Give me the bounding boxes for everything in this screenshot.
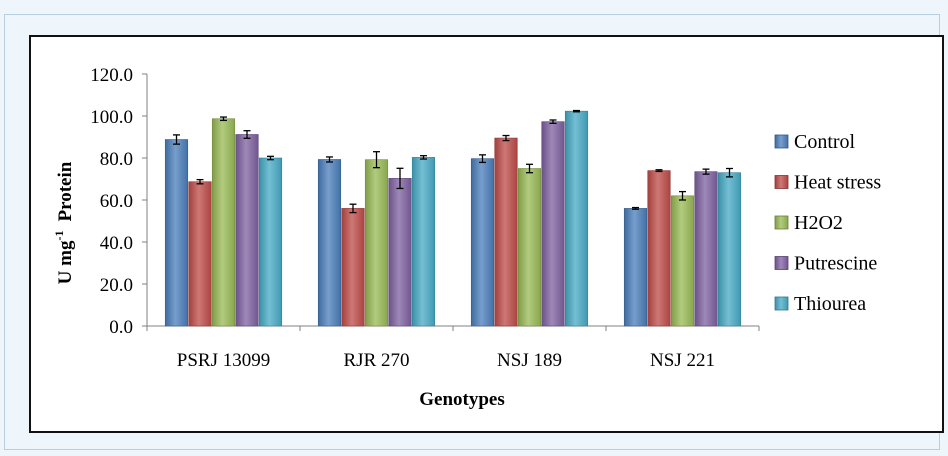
bars (164, 110, 742, 327)
bar (470, 158, 495, 327)
bar (364, 159, 389, 327)
y-axis-title-superscript: -1 (52, 231, 66, 241)
y-tick-label: 20.0 (100, 275, 133, 296)
bar (258, 157, 283, 327)
x-axis-title: Genotypes (419, 389, 505, 410)
legend-swatch (774, 296, 789, 311)
legend-label: Heat stress (794, 172, 881, 194)
bar (388, 178, 412, 327)
bar (188, 181, 212, 327)
legend-swatch (774, 134, 789, 149)
bar (623, 208, 648, 327)
legend-label: Control (794, 131, 856, 153)
legend-swatch (774, 256, 789, 270)
error-bar (502, 134, 510, 142)
bar (694, 171, 718, 327)
y-tick-label: 40.0 (100, 233, 133, 254)
bar (494, 137, 518, 327)
legend-label: Thiourea (794, 293, 866, 315)
y-tick-label: 0.0 (109, 317, 133, 338)
error-bar (655, 169, 663, 173)
bar (517, 168, 542, 327)
bar (211, 118, 236, 327)
y-tick-label: 80.0 (100, 149, 133, 170)
legend-label: Putrescine (794, 253, 877, 275)
x-tick-label: NSJ 221 (650, 350, 715, 371)
y-ticks: 0.0 20.0 40.0 60.0 80.0 100.0 120.0 (90, 65, 147, 338)
legend-swatch (774, 215, 789, 230)
x-ticks (146, 326, 760, 331)
bar (411, 157, 436, 327)
legend-label: H2O2 (794, 212, 843, 234)
error-bar (679, 190, 686, 201)
y-axis-title-suffix: Protein (55, 161, 76, 221)
bar (164, 139, 189, 327)
error-bar (267, 155, 274, 161)
bar (317, 159, 342, 327)
y-axis-title: U mg-1Protein (52, 161, 76, 284)
error-bar (420, 155, 427, 160)
error-bar (373, 151, 380, 169)
bar (564, 110, 589, 327)
error-bar (549, 119, 557, 124)
bar (541, 121, 565, 327)
legend-item: Putrescine (774, 253, 877, 275)
error-bars (173, 109, 733, 214)
legend-item: Heat stress (774, 172, 881, 194)
legend-swatch (774, 175, 789, 189)
error-bar (326, 156, 333, 163)
bar (235, 134, 259, 327)
legend: Control Heat stress H2O2 Putrescine Thiourea (774, 131, 881, 315)
y-tick-label: 100.0 (90, 107, 133, 128)
error-bar (173, 134, 180, 145)
bar (341, 208, 365, 327)
error-bar (196, 178, 204, 185)
error-bar (243, 130, 251, 139)
error-bar (632, 206, 639, 210)
y-tick-label: 60.0 (100, 191, 133, 212)
error-bar (220, 116, 227, 122)
bar (717, 172, 742, 327)
error-bar (479, 154, 486, 164)
x-tick-labels: PSRJ 13099 RJR 270 NSJ 189 NSJ 221 (177, 350, 715, 371)
error-bar (702, 168, 710, 175)
legend-item: Control (774, 131, 856, 153)
y-tick-label: 120.0 (90, 65, 133, 86)
error-bar (349, 203, 357, 214)
x-tick-label: NSJ 189 (497, 350, 562, 371)
error-bar (396, 167, 404, 190)
x-tick-label: RJR 270 (344, 350, 410, 371)
legend-item: H2O2 (774, 212, 843, 234)
error-bar (573, 109, 580, 113)
x-tick-label: PSRJ 13099 (177, 350, 270, 371)
legend-item: Thiourea (774, 293, 866, 315)
bar (670, 195, 695, 327)
error-bar (526, 163, 533, 174)
error-bar (726, 167, 733, 178)
bar (647, 170, 671, 327)
